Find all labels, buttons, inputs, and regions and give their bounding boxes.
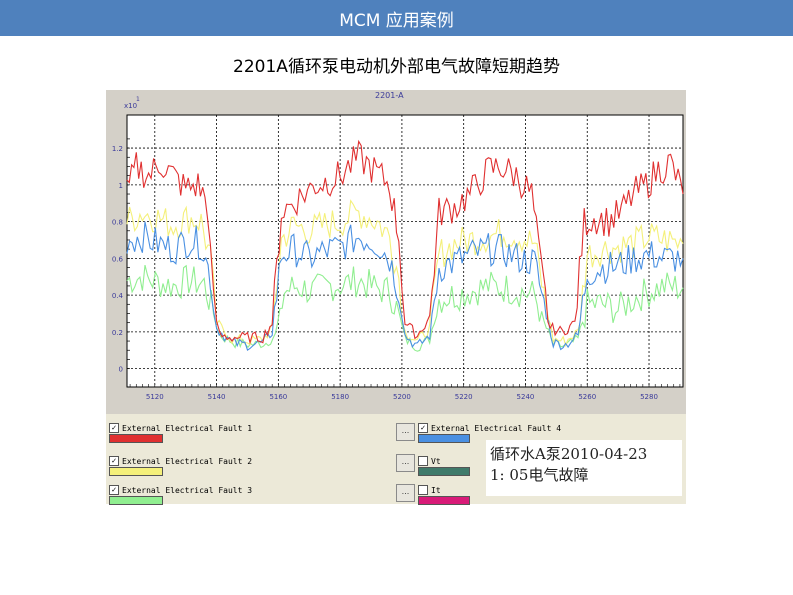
legend-swatch-fault2 [109, 467, 163, 476]
y-tick-label: 0.8 [112, 219, 123, 227]
x-tick-label: 5160 [269, 393, 287, 401]
series-line-fault1 [126, 139, 684, 345]
y-tick-label: 1 [119, 182, 123, 190]
x-tick-label: 5200 [393, 393, 411, 401]
legend-item-fault2[interactable]: ✓ External Electrical Fault 2 [109, 456, 252, 466]
series-line-fault2 [126, 199, 684, 348]
legend-swatch-fault4 [418, 434, 470, 443]
legend-label-fault2: External Electrical Fault 2 [122, 456, 253, 466]
legend-checkbox-fault3[interactable]: ✓ [109, 485, 119, 495]
legend-label-fault4: External Electrical Fault 4 [431, 423, 562, 433]
x-tick-label: 5220 [455, 393, 473, 401]
legend-swatch-it [418, 496, 470, 505]
legend-swatch-fault3 [109, 496, 163, 505]
legend-label-it: It [431, 485, 441, 495]
legend-label-fault3: External Electrical Fault 3 [122, 485, 253, 495]
legend-checkbox-fault4[interactable]: ✓ [418, 423, 428, 433]
slide-title: 2201A循环泵电动机外部电气故障短期趋势 [233, 57, 560, 77]
series-options-button-fault4[interactable]: ... [396, 423, 415, 441]
series-line-fault3 [126, 264, 684, 352]
annotation-line-2: 1: 05电气故障 [490, 466, 589, 484]
legend-item-it[interactable]: It [418, 485, 441, 495]
series-options-button-it[interactable]: ... [396, 484, 415, 502]
legend-checkbox-fault2[interactable]: ✓ [109, 456, 119, 466]
y-tick-label: 0.6 [112, 255, 124, 263]
legend-swatch-fault1 [109, 434, 163, 443]
x-tick-label: 5140 [208, 393, 226, 401]
legend-swatch-vt [418, 467, 470, 476]
legend-checkbox-it[interactable] [418, 485, 428, 495]
chart-title: 2201-A [375, 91, 404, 100]
legend-checkbox-fault1[interactable]: ✓ [109, 423, 119, 433]
legend-item-vt[interactable]: Vt [418, 456, 441, 466]
legend-label-vt: Vt [431, 456, 441, 466]
fault-annotation: 循环水A泵2010-04-23 1: 05电气故障 [486, 440, 682, 496]
header-bar: MCM 应用案例 [0, 0, 793, 36]
y-multiplier-exponent: 1 [136, 96, 140, 103]
legend-checkbox-vt[interactable] [418, 456, 428, 466]
y-multiplier: x10 [124, 102, 137, 110]
x-tick-label: 5280 [640, 393, 658, 401]
y-tick-label: 1.2 [112, 145, 123, 153]
legend-label-fault1: External Electrical Fault 1 [122, 423, 253, 433]
annotation-line-1: 循环水A泵2010-04-23 [490, 445, 648, 463]
y-tick-label: 0 [119, 366, 123, 374]
legend-item-fault3[interactable]: ✓ External Electrical Fault 3 [109, 485, 252, 495]
x-tick-label: 5180 [331, 393, 349, 401]
series-options-button-vt[interactable]: ... [396, 454, 415, 472]
x-tick-label: 5120 [146, 393, 164, 401]
trend-window: 2201-A x10 1 0 0.2 0.4 0.6 0.8 1 1.2 5120 5140 5160 5… [106, 90, 686, 505]
legend-item-fault4[interactable]: ✓ External Electrical Fault 4 [418, 423, 561, 433]
legend-item-fault1[interactable]: ✓ External Electrical Fault 1 [109, 423, 252, 433]
header-title: MCM 应用案例 [339, 10, 454, 31]
y-tick-label: 0.2 [112, 329, 123, 337]
y-tick-label: 0.4 [112, 292, 124, 300]
x-tick-label: 5260 [578, 393, 596, 401]
x-tick-label: 5240 [517, 393, 535, 401]
